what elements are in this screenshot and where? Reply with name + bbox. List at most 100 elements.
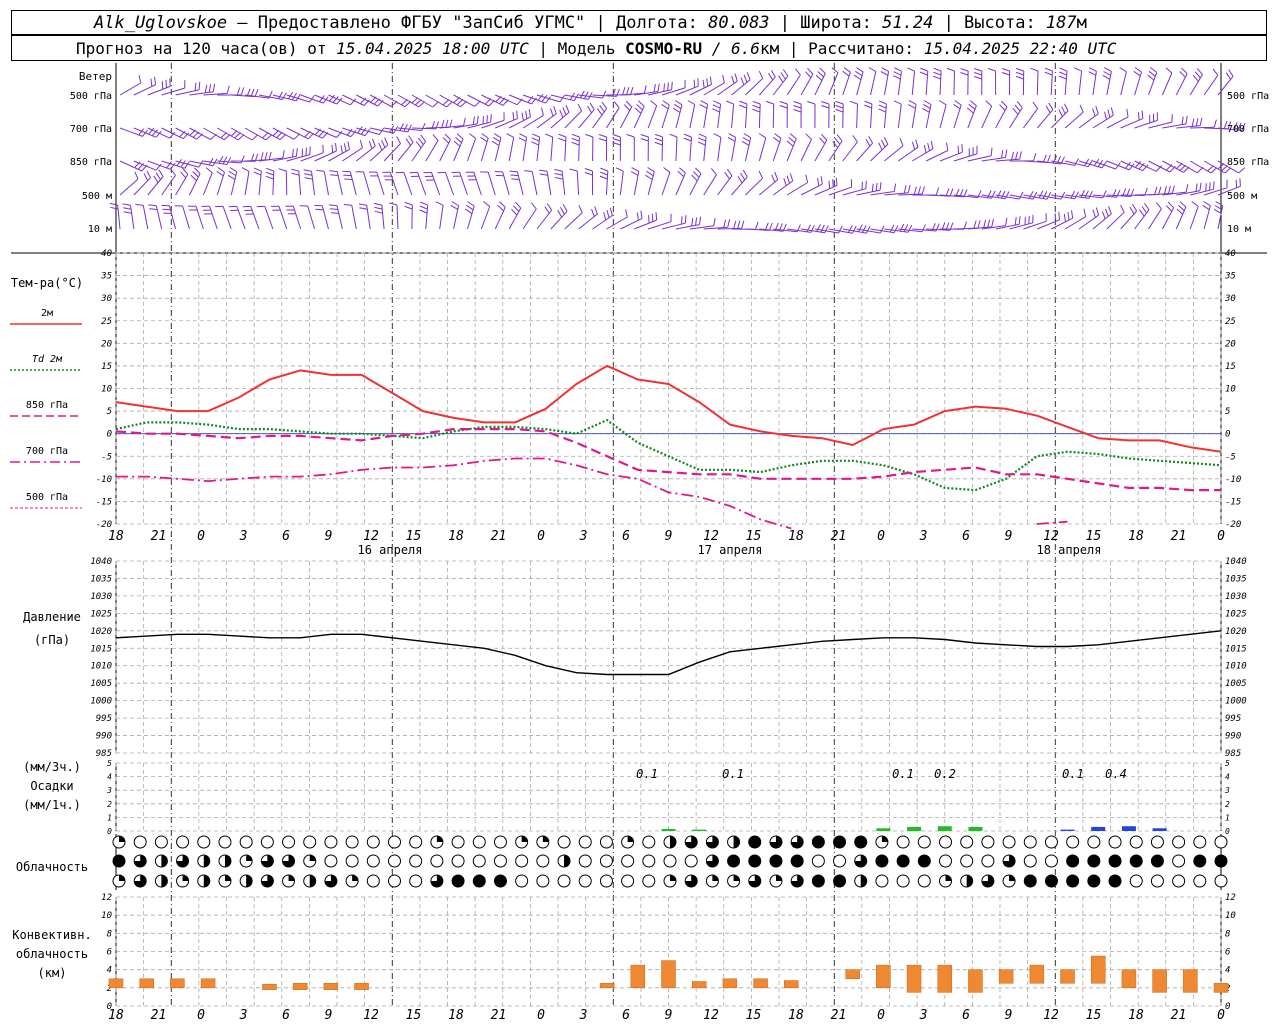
wind-barb-flag	[421, 122, 426, 131]
precip-bar	[661, 828, 676, 831]
wind-barb-flag	[894, 67, 902, 72]
cloud-symbol	[493, 874, 507, 888]
wind-barb	[800, 139, 812, 162]
wind-barb-flag	[541, 107, 544, 116]
time-tick-label-bottom: 15	[746, 1008, 762, 1023]
wind-barb-flag	[276, 131, 283, 139]
wind-barb-flag	[509, 170, 518, 173]
cloud-symbol	[833, 854, 847, 868]
wind-barb-flag	[1018, 191, 1024, 200]
wind-barb-flag	[626, 87, 630, 96]
wind-barb-flag	[1016, 67, 1024, 72]
wind-barb-flag	[415, 141, 422, 149]
wind-barb	[1064, 216, 1086, 230]
wind-barb-flag	[499, 201, 506, 208]
wind-barb-flag	[1141, 110, 1144, 119]
time-tick-label-bottom: 21	[1171, 1008, 1187, 1023]
wind-barb	[459, 172, 468, 196]
cloud-symbol	[1044, 835, 1058, 849]
wind-barb-flag	[835, 108, 844, 113]
wind-barb-flag	[1154, 186, 1158, 195]
precip-annotation: 0.2	[934, 767, 956, 781]
conv-bars	[108, 955, 1229, 993]
cloud-symbol	[917, 854, 931, 868]
cloud-symbol	[1108, 874, 1122, 888]
wind-barb-flag	[960, 68, 969, 72]
wind-barb-flag	[1042, 154, 1047, 163]
wind-barb-flag	[695, 167, 702, 175]
wind-barb-flag	[985, 100, 993, 107]
cloud-symbol-fill	[182, 875, 189, 881]
cloud-symbol	[960, 835, 974, 849]
cloud-symbol-fill	[791, 875, 804, 888]
wind-barb-flag	[613, 101, 620, 109]
wind-barb-flag	[710, 168, 717, 176]
wind-barb-flag	[419, 209, 428, 214]
pres-tick-left: 1000	[90, 697, 112, 707]
wind-barb-flag	[198, 81, 201, 90]
wind-barb-flag	[148, 127, 155, 135]
wind-barb	[292, 206, 302, 230]
wind-barb	[828, 140, 843, 162]
wind-barb-flag	[432, 134, 439, 141]
precip-bar	[1091, 826, 1106, 831]
wind-barb-flag	[343, 174, 352, 177]
wind-barb-flag	[1088, 71, 1097, 76]
pres-tick-right: 1025	[1225, 609, 1247, 619]
wind-barb-flag	[875, 182, 878, 191]
cloud-symbol	[939, 854, 952, 868]
wind-barb-flag	[399, 123, 404, 131]
cloud-symbol-fill	[685, 875, 698, 888]
wind-barb	[1106, 160, 1130, 171]
wind-barb-flag	[653, 84, 656, 93]
wind-barb-flag	[541, 94, 548, 102]
conv-bar	[354, 983, 369, 990]
wind-barb-flag	[922, 107, 930, 113]
wind-barb	[1120, 160, 1143, 172]
wind-barb-flag	[513, 205, 520, 212]
wind-barb-flag	[571, 133, 580, 138]
wind-barb-flag	[697, 141, 706, 146]
wind-barb-flag	[693, 171, 700, 178]
wind-barb	[786, 74, 801, 96]
wind-barb-flag	[1089, 67, 1097, 72]
pres-tick-left: 990	[96, 732, 112, 742]
prec-tick-right: 5	[1225, 759, 1230, 768]
wind-barb-flag	[864, 100, 873, 105]
wind-barb-flag	[1001, 72, 1010, 76]
wind-barb-flag	[820, 224, 825, 233]
time-tick-label: 0	[1217, 529, 1225, 544]
wind-barb	[619, 106, 633, 129]
wind-barb-flag	[819, 67, 826, 74]
pres-tick-left: 995	[96, 714, 112, 724]
wind-barb	[1203, 187, 1228, 196]
wind-barb-flag	[923, 103, 931, 109]
wind-barb-flag	[453, 140, 461, 147]
cloud-symbol-fill	[436, 836, 443, 842]
wind-barb	[342, 147, 363, 162]
cloud-symbol	[197, 835, 211, 849]
wind-barb-flag	[491, 140, 500, 146]
wind-barb-flag	[336, 97, 343, 105]
wind-barb-flag	[677, 170, 685, 177]
wind-barb-flag	[699, 104, 708, 109]
wind-barb-flag	[1158, 186, 1162, 195]
wind-barb-flag	[292, 149, 294, 158]
wind-barb-flag	[155, 172, 161, 180]
cloud-symbol	[409, 835, 423, 849]
temp-tick-left: 15	[101, 362, 112, 372]
time-tick-label: 21	[151, 529, 167, 544]
wind-level-4: 500 м	[82, 191, 112, 202]
precip-annotation: 0.1	[636, 767, 658, 781]
conv-bar	[661, 960, 676, 989]
cloud-symbol	[557, 874, 571, 888]
wind-barb-flag	[600, 167, 608, 172]
temp-series-1	[115, 419, 1222, 492]
wind-barb-flag	[446, 101, 453, 108]
wind-barb	[480, 206, 491, 230]
model-label: | Модель	[528, 39, 626, 58]
cloud-symbol-fill	[288, 875, 295, 881]
wind-barb-flag	[253, 167, 262, 172]
wind-barb-flag	[331, 144, 334, 153]
conv-bar	[1183, 969, 1198, 993]
